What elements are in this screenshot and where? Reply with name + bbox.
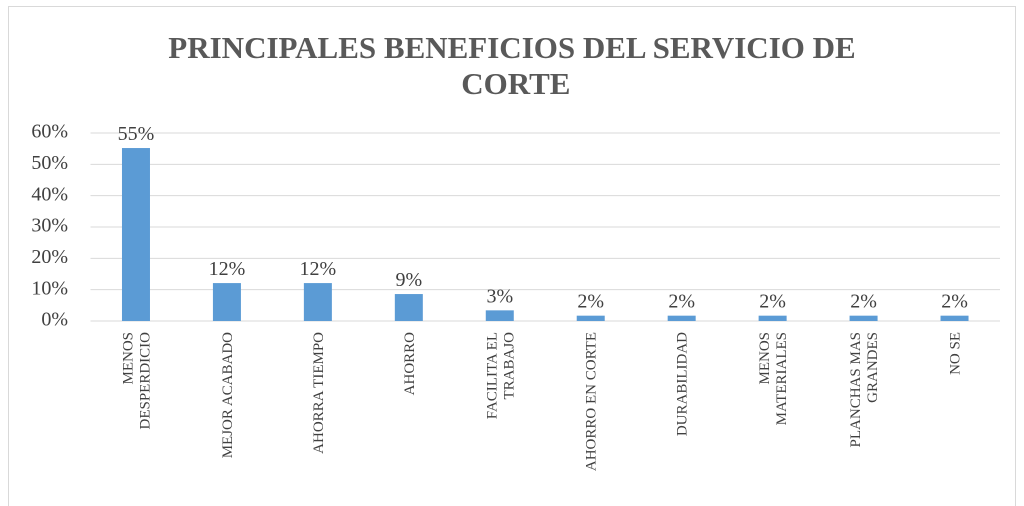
bar [212, 283, 241, 321]
y-tick-label: 40% [31, 183, 68, 205]
value-label: 2% [577, 291, 604, 313]
x-tick-label: MEJOR ACABADO [220, 332, 236, 458]
value-label: 2% [850, 291, 877, 313]
y-tick-label: 10% [31, 277, 68, 299]
x-tick-label: AHORRA TIEMPO [311, 332, 327, 454]
value-label: 3% [486, 285, 513, 307]
x-tick-label: DURABILIDAD [675, 332, 691, 436]
x-tick-label: MENOS MATERIALES [757, 332, 790, 429]
y-tick-label: 30% [31, 215, 68, 237]
x-tick-label: AHORRO EN CORTE [584, 332, 600, 471]
x-tick-label: MENOS DESPERDICIO [120, 332, 153, 433]
value-label: 2% [759, 291, 786, 313]
y-tick-label: 60% [31, 121, 68, 143]
bar [303, 283, 332, 321]
x-tick-label: FACILITA EL TRABAJO [484, 332, 517, 419]
bar [485, 310, 514, 321]
x-tick-label: NO SE [948, 332, 964, 375]
x-tick-label: PLANCHAS MAS GRANDES [848, 332, 881, 447]
bar [940, 315, 969, 321]
value-label: 2% [668, 291, 695, 313]
value-label: 55% [118, 123, 155, 145]
chart-title: PRINCIPALES BENEFICIOS DEL SERVICIO DE C… [168, 30, 855, 101]
bar [849, 315, 878, 321]
bar [121, 148, 150, 321]
bar [576, 315, 605, 321]
x-tick-label: AHORRO [402, 332, 418, 396]
value-label: 12% [209, 258, 246, 280]
y-tick-label: 0% [41, 309, 68, 331]
bar [758, 315, 787, 321]
value-label: 9% [395, 269, 422, 291]
value-label: 2% [941, 291, 968, 313]
value-label: 12% [300, 258, 337, 280]
y-tick-label: 50% [31, 152, 68, 174]
chart-border [8, 6, 1016, 506]
bar [394, 294, 423, 321]
y-tick-label: 20% [31, 246, 68, 268]
bar [667, 315, 696, 321]
